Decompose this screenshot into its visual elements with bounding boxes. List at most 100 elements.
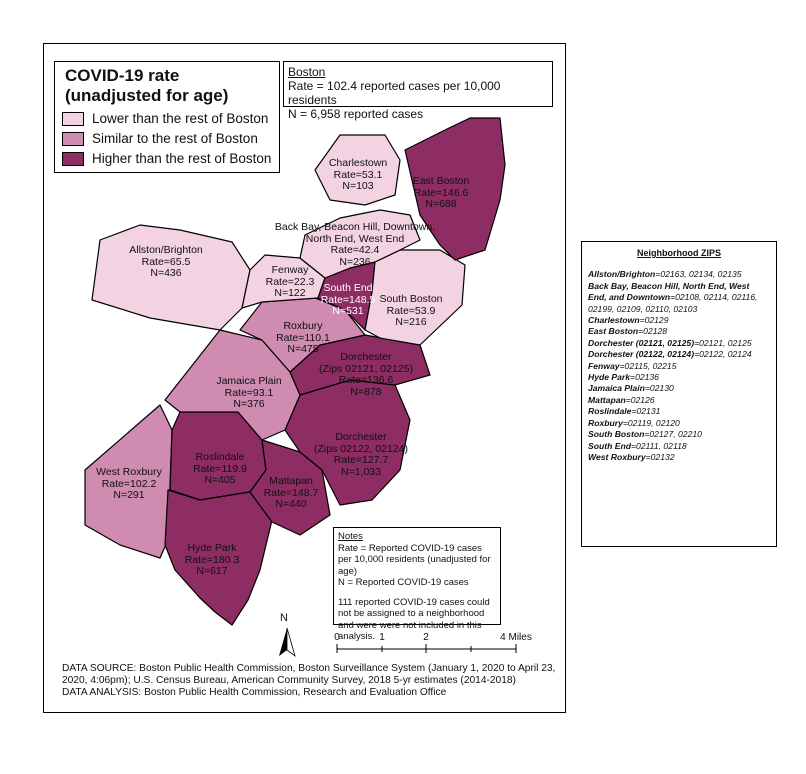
- zip-name: Jamaica Plain: [588, 383, 645, 394]
- label-fenway: Fenway Rate=22.3 N=122: [265, 264, 315, 300]
- zip-name: West Roxbury: [588, 451, 646, 462]
- zip-name: East Boston: [588, 326, 639, 337]
- legend-swatch-higher: [62, 152, 84, 166]
- label-line: West Roxbury: [96, 466, 162, 478]
- label-line: N=878: [350, 385, 382, 398]
- region-charlestown[interactable]: [314, 134, 401, 206]
- label-line: Mattapan: [269, 475, 313, 487]
- legend-title-line2: (unadjusted for age): [65, 86, 229, 105]
- zip-name: Dorchester (02122, 02124): [588, 349, 695, 360]
- zip-name: Roxbury: [588, 417, 623, 428]
- zip-entry: Roxbury=02119, 02120: [588, 418, 770, 429]
- label-line: Rate=146.6: [413, 186, 469, 199]
- legend-label: Lower than the rest of Boston: [92, 111, 269, 126]
- label-line: (Zips 02121, 02125): [319, 362, 413, 375]
- zip-entry: South Boston=02127, 02210: [588, 429, 770, 440]
- label-mattapan: Mattapan Rate=148.7 N=440: [264, 475, 319, 511]
- boston-count: N = 6,958 reported cases: [288, 107, 424, 121]
- label-line: Rate=119.9: [193, 462, 247, 475]
- zip-name: Hyde Park: [588, 372, 631, 383]
- zip-name: Dorchester (02121, 02125): [588, 337, 695, 348]
- label-line: Hyde Park: [187, 542, 237, 554]
- region-west-roxbury[interactable]: [84, 404, 173, 559]
- label-line: N=122: [274, 287, 306, 299]
- label-allston-brighton: Allston/Brighton Rate=65.5 N=436: [129, 244, 203, 280]
- zips-list: Allston/Brighton=02163, 02134, 02135 Bac…: [588, 269, 770, 463]
- zip-codes: =02132: [645, 451, 675, 462]
- zip-codes: =02129: [639, 315, 669, 326]
- label-line: Fenway: [271, 264, 309, 276]
- region-south-boston[interactable]: [364, 249, 466, 346]
- zip-entry: East Boston=02128: [588, 326, 770, 337]
- zips-title: Neighborhood ZIPS: [637, 248, 721, 258]
- zip-name: South Boston: [588, 429, 645, 440]
- label-line: Rate=110.1: [276, 331, 330, 344]
- label-line: Roslindale: [195, 451, 245, 463]
- north-arrow-icon: [279, 627, 296, 658]
- scale-tick-label: 0: [334, 632, 340, 643]
- zip-codes: =02121, 02125: [694, 337, 752, 348]
- label-dorchester-south: Dorchester (Zips 02122, 02124) Rate=127.7 N…: [314, 431, 408, 478]
- zip-codes: =02131: [631, 406, 661, 417]
- zip-name: Charlestown: [588, 315, 640, 326]
- label-line: Roxbury: [283, 320, 323, 332]
- zip-codes: =02128: [638, 326, 668, 337]
- label-line: N=688: [425, 198, 457, 210]
- label-line: N=236: [339, 255, 371, 268]
- label-roslindale: Roslindale Rate=119.9 N=405: [193, 451, 247, 487]
- region-back-bay-downtown[interactable]: [299, 209, 421, 279]
- label-hyde-park: Hyde Park Rate=180.3 N=617: [185, 542, 240, 578]
- analysis-line: DATA ANALYSIS: Boston Public Health Comm…: [62, 687, 447, 698]
- zip-codes: =02163, 02134, 02135: [655, 269, 742, 280]
- zip-name: Mattapan: [588, 394, 626, 405]
- label-jamaica-plain: Jamaica Plain Rate=93.1 N=376: [216, 375, 282, 411]
- zip-name: Back Bay, Beacon Hill, North End, West E…: [588, 280, 750, 303]
- neighborhood-zips-panel: Neighborhood ZIPS Allston/Brighton=02163…: [581, 241, 777, 547]
- notes-n-def: N = Reported COVID-19 cases: [338, 577, 469, 588]
- label-line: Rate=65.5: [141, 255, 191, 268]
- zip-codes: =02122, 02124: [694, 349, 752, 360]
- label-line: Rate=93.1: [224, 386, 274, 399]
- region-jamaica-plain[interactable]: [164, 329, 301, 441]
- region-east-boston[interactable]: [404, 117, 506, 261]
- zip-codes: =02130: [644, 383, 674, 394]
- scale-tick-label: 1: [379, 632, 385, 643]
- zip-entry: Hyde Park=02136: [588, 372, 770, 383]
- zip-entry: Allston/Brighton=02163, 02134, 02135: [588, 269, 770, 280]
- label-roxbury: Roxbury Rate=110.1 N=475: [276, 320, 330, 356]
- legend-title-line1: COVID-19 rate: [65, 66, 180, 85]
- boston-rate: Rate = 102.4 reported cases per 10,000 r…: [288, 79, 501, 107]
- label-south-boston: South Boston Rate=53.9 N=216: [379, 293, 442, 329]
- label-line: N=291: [113, 489, 145, 501]
- label-line: East Boston: [412, 175, 470, 187]
- north-label: N: [280, 612, 288, 624]
- zip-entry: Mattapan=02126: [588, 395, 770, 406]
- zip-codes: =02115, 02215: [619, 360, 677, 371]
- zip-codes: =02111, 02118: [630, 440, 687, 451]
- zip-entry: South End=02111, 02118: [588, 441, 770, 452]
- notes-heading: Notes: [338, 531, 363, 542]
- label-line: Rate=22.3: [265, 275, 315, 288]
- legend: COVID-19 rate (unadjusted for age) Lower…: [54, 61, 280, 173]
- zip-name: Roslindale: [588, 406, 632, 417]
- region-allston-brighton[interactable]: [91, 224, 251, 331]
- label-line: N=531: [332, 305, 364, 317]
- region-hyde-park[interactable]: [164, 489, 273, 626]
- source-line: DATA SOURCE: Boston Public Health Commis…: [62, 663, 556, 686]
- label-line: South End: [323, 282, 373, 294]
- notes-rate-def: Rate = Reported COVID-19 cases per 10,00…: [338, 542, 491, 577]
- zip-entry: Dorchester (02121, 02125)=02121, 02125: [588, 338, 770, 349]
- label-line: Allston/Brighton: [129, 244, 203, 256]
- legend-item-similar: Similar to the rest of Boston: [62, 130, 258, 148]
- scale-tick-label: 4 Miles: [500, 632, 532, 643]
- label-line: N=1,033: [340, 465, 381, 478]
- label-line: Rate=136.6: [338, 374, 394, 386]
- label-line: Rate=53.1: [333, 168, 383, 181]
- legend-item-higher: Higher than the rest of Boston: [62, 150, 271, 168]
- label-line: N=617: [196, 565, 228, 577]
- label-line: Jamaica Plain: [216, 375, 282, 387]
- zip-codes: =02119, 02120: [622, 417, 680, 428]
- legend-swatch-lower: [62, 112, 84, 126]
- label-line: Back Bay, Beacon Hill, Downtown,: [274, 221, 436, 233]
